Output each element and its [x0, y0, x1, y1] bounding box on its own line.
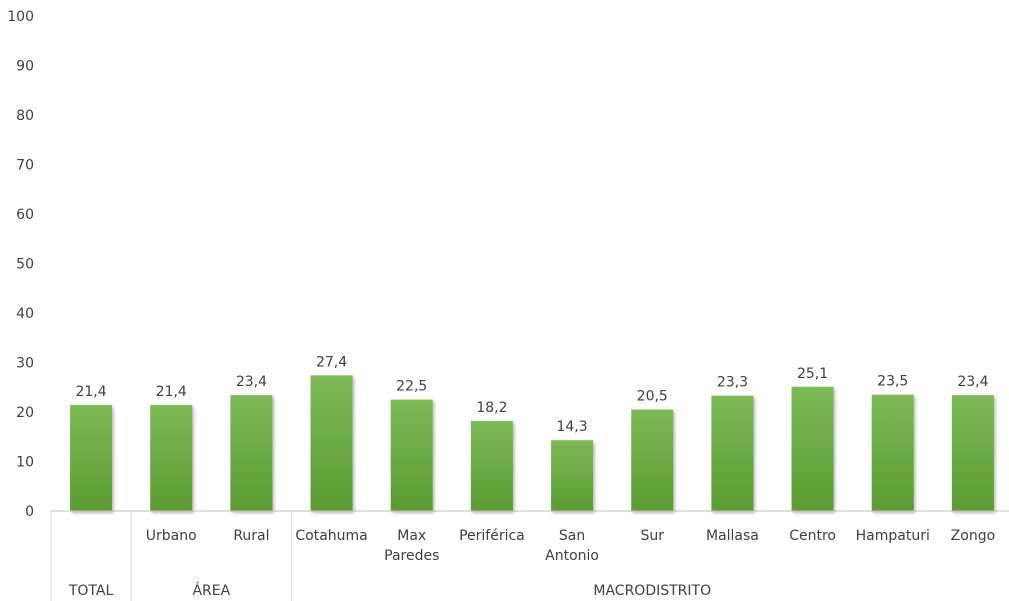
- data-label: 20,5: [637, 389, 668, 405]
- x-tick-label: Centro: [789, 528, 836, 544]
- x-tick-label: Zongo: [951, 528, 995, 544]
- group-label: TOTAL: [68, 583, 114, 599]
- data-label: 23,5: [877, 374, 908, 390]
- bar: [711, 395, 754, 511]
- data-label: 14,3: [556, 419, 587, 435]
- y-tick-label: 100: [7, 9, 34, 25]
- x-tick-label: Hampaturi: [856, 528, 930, 544]
- bar: [631, 409, 674, 511]
- x-tick-label: Cotahuma: [295, 528, 367, 544]
- x-tick-label: Mallasa: [706, 528, 759, 544]
- x-tick-label: Periférica: [459, 528, 525, 544]
- x-tick-label: Rural: [233, 528, 269, 544]
- data-label: 18,2: [476, 400, 507, 416]
- y-tick-label: 30: [16, 356, 34, 372]
- group-label: ÁREA: [192, 582, 230, 599]
- data-label: 23,4: [957, 374, 988, 390]
- group-label: MACRODISTRITO: [593, 583, 711, 599]
- bar: [791, 386, 834, 511]
- y-tick-label: 0: [25, 504, 34, 520]
- y-tick-label: 40: [16, 306, 34, 322]
- bar: [230, 395, 273, 511]
- data-label: 21,4: [156, 384, 187, 400]
- y-axis: 0 10 20 30 40 50 60 70 80 90 100: [7, 9, 34, 520]
- x-tick-label: Urbano: [146, 528, 197, 544]
- y-tick-label: 80: [16, 108, 34, 124]
- x-tick-label: Max Paredes: [384, 528, 439, 564]
- bar: [150, 405, 193, 511]
- bar: [470, 420, 513, 511]
- y-tick-label: 70: [16, 158, 34, 174]
- y-tick-label: 50: [16, 257, 34, 273]
- data-label: 23,4: [236, 374, 267, 390]
- x-axis: Urbano Rural Cotahuma Max Paredes Periférica S…: [50, 510, 1009, 601]
- bar: [70, 405, 113, 511]
- data-label: 25,1: [797, 366, 828, 382]
- bar: [871, 394, 914, 511]
- y-tick-label: 20: [16, 405, 34, 421]
- x-tick-label: San Antonio: [545, 528, 599, 564]
- y-tick-label: 10: [16, 455, 34, 471]
- y-tick-label: 60: [16, 207, 34, 223]
- bar: [951, 395, 994, 511]
- data-label: 21,4: [75, 384, 106, 400]
- bar: [390, 399, 433, 511]
- data-label: 23,3: [717, 375, 748, 391]
- bar: [551, 440, 594, 511]
- data-label: 27,4: [316, 354, 347, 370]
- y-tick-label: 90: [16, 59, 34, 75]
- bars: 21,4 21,4 23,4 27,4 22,5 18,2 14,3 20,5 23,3 25,1…: [70, 354, 994, 511]
- x-tick-label: Sur: [640, 528, 664, 544]
- bar: [310, 375, 353, 511]
- data-label: 22,5: [396, 379, 427, 395]
